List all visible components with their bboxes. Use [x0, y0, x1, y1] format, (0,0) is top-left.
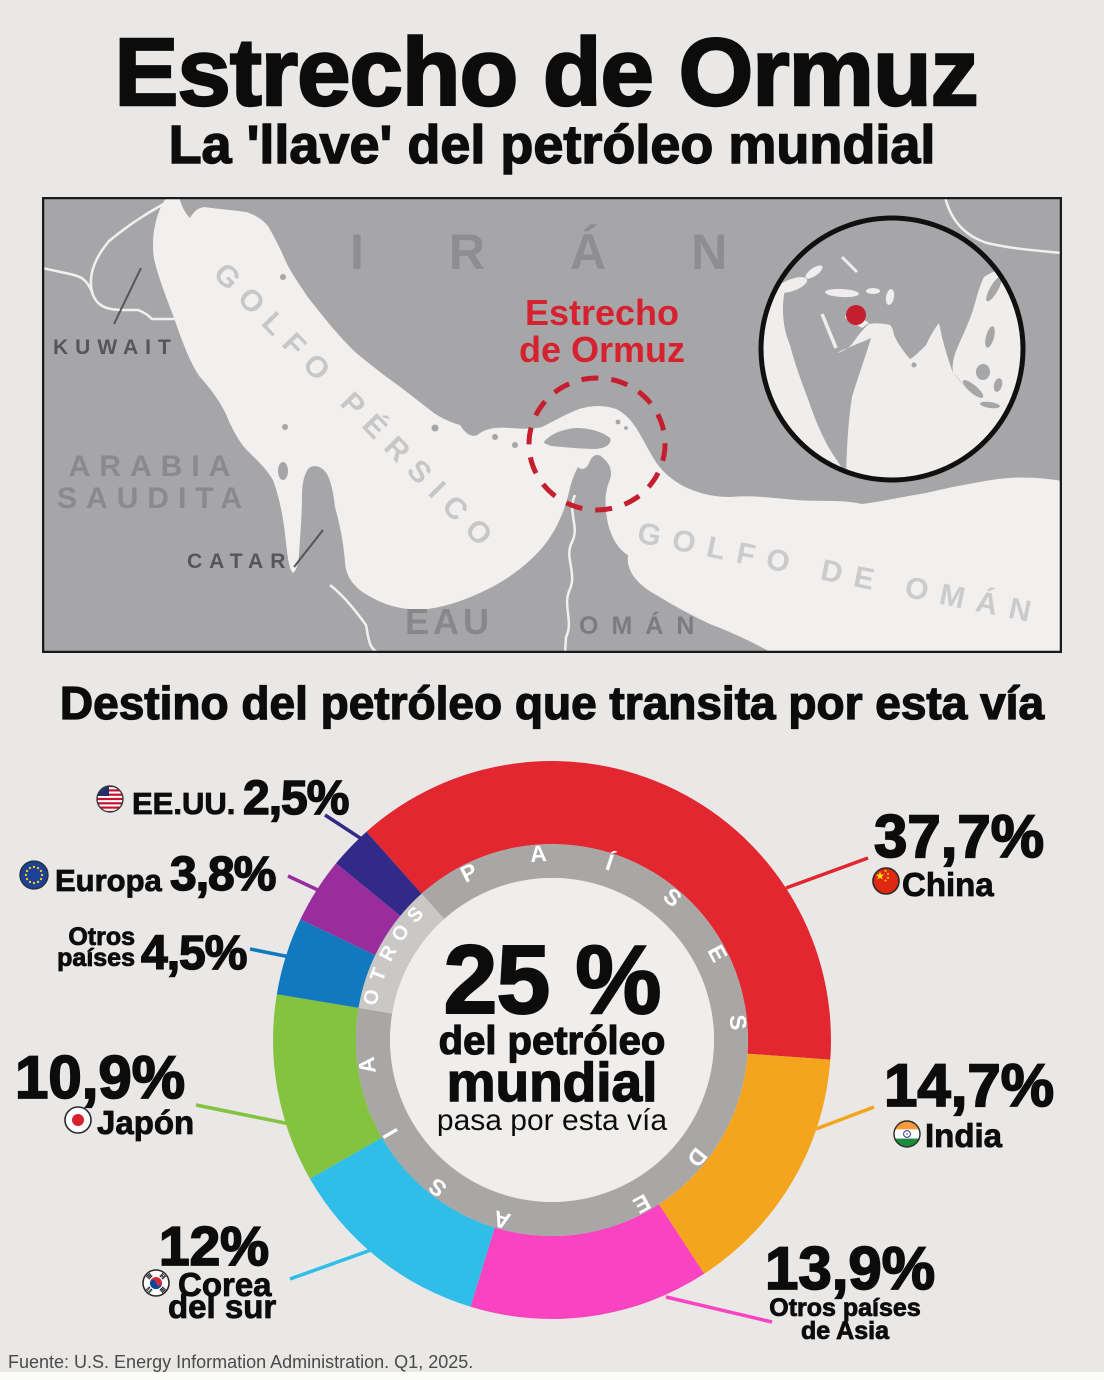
svg-text:A: A — [529, 840, 547, 867]
svg-text:O: O — [359, 987, 384, 1007]
svg-text:SAUDITA: SAUDITA — [57, 482, 251, 515]
svg-text:CATAR: CATAR — [187, 550, 292, 573]
svg-text:EAU: EAU — [405, 601, 493, 642]
svg-text:S: S — [725, 1014, 752, 1032]
svg-text:de Ormuz: de Ormuz — [519, 329, 685, 370]
svg-text:ARABIA: ARABIA — [69, 450, 240, 483]
svg-text:A: A — [353, 1055, 381, 1075]
svg-text:OMÁN: OMÁN — [579, 611, 707, 640]
svg-text:Estrecho: Estrecho — [525, 292, 679, 333]
svg-text:KUWAIT: KUWAIT — [53, 336, 178, 359]
svg-text:A: A — [490, 1205, 513, 1235]
svg-text:IRÁN: IRÁN — [350, 224, 812, 280]
